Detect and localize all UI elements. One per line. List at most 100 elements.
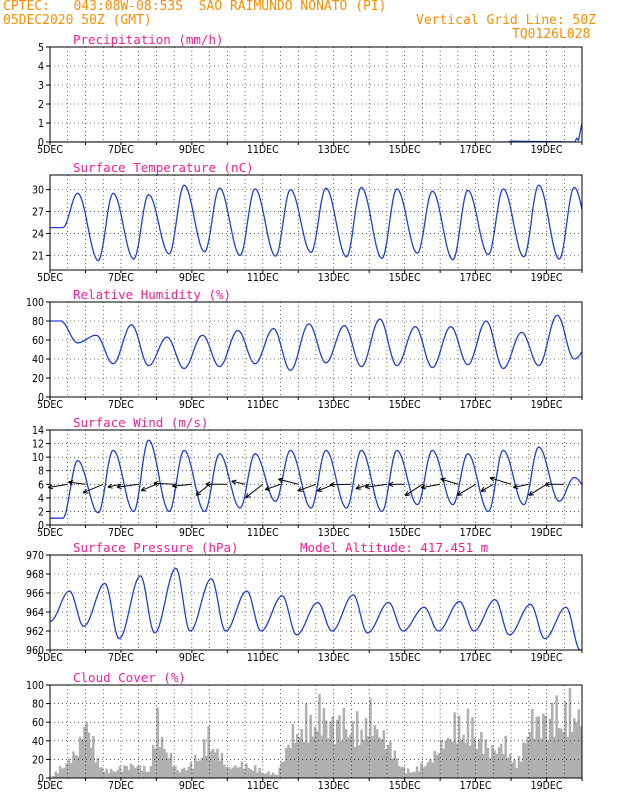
y-tick-label: 100	[26, 297, 44, 309]
wind-arrow-shaft	[48, 483, 68, 488]
cloud-bar	[242, 768, 246, 778]
x-tick-label: 17DEC	[460, 527, 492, 539]
cloud-bar	[262, 773, 266, 778]
cloud-bar	[54, 771, 57, 778]
cloud-bar	[519, 761, 523, 778]
y-tick-label: 6	[38, 479, 44, 491]
cloud-bar	[559, 728, 563, 778]
x-tick-label: 15DEC	[389, 144, 421, 156]
cloud-bar	[251, 770, 255, 778]
x-tick-label: 19DEC	[531, 780, 563, 792]
cloud-bar	[406, 768, 410, 778]
cloud-bar	[471, 717, 474, 778]
wind-arrow-head	[107, 483, 113, 488]
x-tick-label: 7DEC	[108, 144, 134, 156]
wind-arrow-head	[205, 481, 211, 485]
x-tick-label: 13DEC	[318, 527, 350, 539]
cloud-bar	[316, 731, 319, 778]
cloud-bar	[178, 772, 182, 778]
panel-title: Surface Pressure (hPa)	[73, 540, 239, 555]
cloud-bar	[56, 773, 60, 778]
wind-arrow-head	[172, 485, 178, 489]
cloud-bar	[271, 772, 275, 778]
wind-arrow-head	[264, 485, 270, 491]
cloud-bar	[347, 737, 350, 778]
wind-arrow-shaft	[489, 477, 512, 485]
cloud-bar	[187, 766, 190, 778]
cloud-bar	[220, 752, 224, 778]
x-tick-label: 17DEC	[460, 399, 492, 411]
cloud-bar	[331, 716, 335, 778]
cloud-bar	[550, 702, 554, 778]
wind-arrow-head	[231, 479, 237, 482]
wind-arrow-head	[355, 484, 360, 489]
wind-arrow-shaft	[365, 483, 387, 488]
cloud-bar	[484, 739, 487, 778]
cloud-bar	[289, 748, 292, 778]
cloud-bar	[355, 711, 359, 778]
x-tick-label: 11DEC	[247, 780, 279, 792]
header-model-id: TQ0126L028	[512, 27, 591, 42]
cloud-bar	[398, 766, 401, 778]
cloud-bar	[61, 768, 64, 778]
y-tick-label: 80	[32, 316, 44, 328]
cloud-bar	[335, 719, 339, 778]
cloud-bar	[165, 752, 168, 778]
cloud-bar	[105, 768, 108, 778]
wind-arrow-head	[405, 494, 411, 497]
cloud-bar	[371, 736, 374, 778]
cloud-bar	[94, 762, 97, 778]
cloud-bar	[373, 725, 377, 778]
cloud-bar	[52, 775, 55, 778]
cloud-bar	[338, 715, 341, 778]
cloud-bar	[116, 769, 120, 778]
y-tick-label: 5	[38, 42, 44, 54]
cloud-bar	[351, 721, 354, 778]
wind-arrow-head	[205, 483, 211, 487]
y-tick-label: 14	[32, 425, 44, 437]
cloud-bar	[160, 736, 164, 778]
wind-arrow-head	[480, 486, 485, 492]
x-tick-label: 5DEC	[37, 527, 63, 539]
cloud-bar	[557, 728, 561, 778]
cloud-bar	[83, 726, 86, 778]
x-tick-label: 5DEC	[37, 652, 63, 664]
wind-arrow-shaft	[265, 483, 281, 491]
x-tick-label: 15DEC	[389, 272, 421, 284]
cloud-bar	[191, 768, 195, 778]
cloud-bar	[65, 762, 69, 778]
cloud-bar	[577, 709, 581, 778]
cloud-bar	[460, 739, 463, 778]
y-tick-label: 30	[32, 185, 44, 197]
cloud-bar	[513, 759, 516, 778]
cloud-bar	[364, 718, 368, 778]
header-grid-note: Vertical Grid Line: 50Z	[416, 13, 597, 28]
cloud-bar	[156, 707, 159, 778]
cloud-bar	[125, 766, 128, 778]
panel-frame	[49, 46, 583, 143]
wind-arrow-head	[195, 490, 199, 496]
x-tick-label: 15DEC	[389, 780, 421, 792]
wind-arrow-shaft	[421, 483, 441, 489]
panel-title: Surface Wind (m/s)	[73, 415, 208, 430]
wind-arrow-head	[329, 484, 335, 488]
x-tick-label: 19DEC	[531, 652, 563, 664]
wind-arrow-shaft	[172, 483, 192, 487]
cloud-bar	[194, 754, 197, 778]
x-tick-label: 19DEC	[531, 272, 563, 284]
cloud-bar	[384, 749, 388, 778]
cloud-bar	[273, 774, 277, 778]
wind-arrow-shaft	[278, 478, 299, 485]
cloud-bar	[147, 771, 151, 778]
y-tick-label: 962	[26, 626, 44, 638]
cloud-bar	[269, 774, 272, 778]
panel-2	[46, 301, 583, 400]
cloud-bar	[256, 772, 259, 778]
y-tick-label: 24	[32, 228, 44, 240]
cloud-bar	[169, 752, 173, 778]
cloud-bar	[140, 770, 144, 778]
cloud-bar	[92, 736, 95, 778]
wind-arrow-head	[355, 488, 361, 490]
cloud-bar	[391, 758, 394, 778]
cloud-bar	[287, 744, 290, 778]
